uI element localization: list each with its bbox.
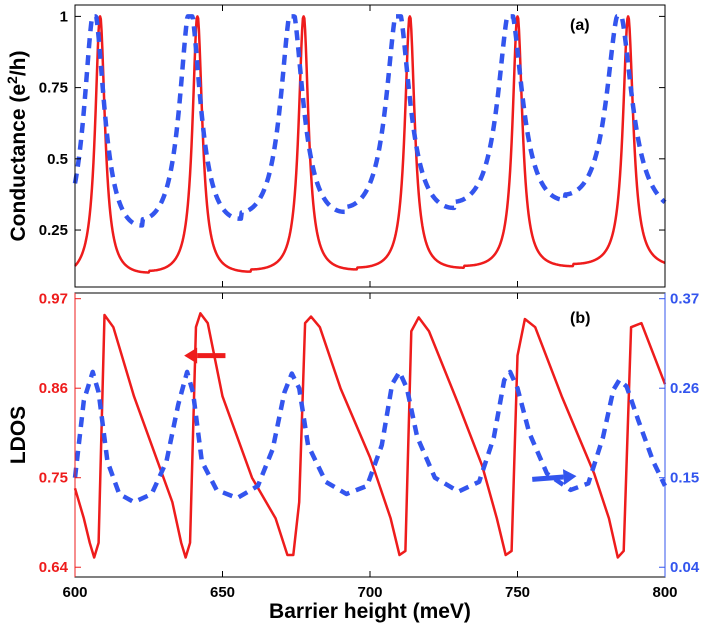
right-y-tick-label: 0.15 — [670, 470, 699, 487]
bottom-panel-frame — [74, 292, 666, 578]
top-series-dashed — [72, 14, 667, 228]
top-y-tick-label: 0.25 — [39, 222, 68, 239]
x-tick-label: 600 — [62, 584, 87, 601]
bottom-panel-left-y-ticks: 0.64 0.75 0.86 0.97 — [39, 291, 81, 577]
annotation-arrows — [184, 347, 577, 486]
top-y-tick-label: 0.5 — [47, 151, 68, 168]
top-panel-series — [72, 14, 667, 274]
x-tick-label: 700 — [357, 584, 382, 601]
ylabel-superscript: 2 — [4, 76, 20, 84]
right-y-tick-label: 0.26 — [670, 380, 699, 397]
top-y-tick-label: 1 — [60, 8, 68, 25]
panel-label-b: (b) — [570, 310, 590, 327]
right-y-tick-label: 0.04 — [670, 559, 700, 576]
panel-label-a: (a) — [570, 17, 590, 34]
bottom-series-dashed-right-axis — [72, 369, 668, 505]
bottom-panel-right-y-ticks: 0.04 0.15 0.26 0.37 — [659, 291, 700, 577]
right-arrow-shaft — [532, 474, 564, 482]
left-y-tick-label: 0.97 — [39, 291, 68, 308]
top-y-tick-label: 0.75 — [39, 80, 68, 97]
top-series-solid — [74, 15, 666, 274]
left-y-tick-label: 0.64 — [39, 559, 69, 576]
left-y-tick-label: 0.86 — [39, 380, 68, 397]
left-arrow-head — [184, 347, 198, 364]
ylabel-tail: /h) — [7, 51, 30, 77]
top-panel-frame — [74, 4, 666, 288]
bottom-panel-y-axis-label: LDOS — [7, 406, 30, 464]
x-tick-label: 800 — [652, 584, 677, 601]
bottom-series-solid-left-axis — [73, 312, 667, 559]
right-arrow-head — [562, 469, 577, 486]
top-panel-y-axis-label: Conductance (e2/h) — [4, 51, 30, 242]
right-y-tick-label: 0.37 — [670, 291, 699, 308]
x-axis-label: Barrier height (meV) — [269, 600, 471, 623]
bottom-panel-series — [72, 312, 668, 559]
top-panel-y-ticks: 0.25 0.5 0.75 1 — [39, 5, 666, 287]
x-tick-label: 650 — [210, 584, 235, 601]
x-tick-label: 750 — [505, 584, 530, 601]
left-y-tick-label: 0.75 — [39, 470, 68, 487]
ylabel-main: Conductance (e — [7, 84, 30, 242]
x-axis-ticks: 600 650 700 750 800 — [62, 293, 678, 601]
